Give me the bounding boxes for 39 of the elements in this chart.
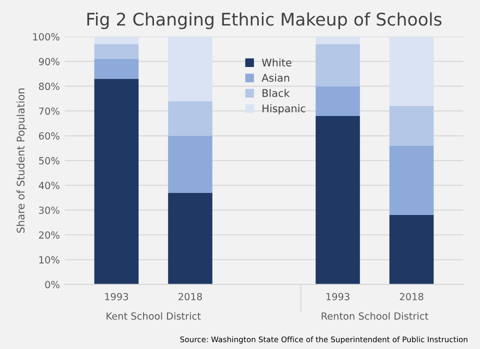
bar [94,78,139,284]
bar [168,192,212,284]
text: Renton School District [322,312,428,320]
y-tick-label: 70% [39,107,60,115]
x-tick-label: 2018 [178,292,202,300]
bar [94,44,139,59]
y-tick-label: 10% [39,256,60,264]
bar [316,44,360,86]
y-tick-label: 0% [45,280,60,288]
y-tick-label: 60% [39,132,60,140]
y-tick-label: 100% [33,33,60,40]
legend-label: Hispanic [262,104,306,114]
bar [168,36,212,102]
bar [94,36,139,44]
bar [168,136,212,193]
legend-label: Black [262,88,290,98]
y-tick-label: 80% [38,82,60,90]
y-tick-label: 50% [39,157,60,164]
bar [389,146,434,216]
y-tick-label: 30% [39,206,60,214]
bar [316,116,360,284]
y-axis-title: Share of Student Population [16,88,27,233]
bar [316,86,360,116]
bar [94,58,139,79]
legend-label: Asian [262,74,290,82]
y-tick-label: 20% [39,231,60,239]
y-tick-label: 40% [38,182,60,190]
bar [316,36,360,44]
chart-title: Fig 2 Changing Ethnic Makeup of Schools [87,12,442,30]
y-tick-label: 90% [38,58,60,66]
text: Kent School District [106,312,201,320]
bar [389,215,434,284]
x-tick-label: 2018 [400,292,424,300]
legend-label: White [262,58,292,66]
x-tick-label: 1993 [326,292,350,300]
x-tick-label: 1993 [105,292,128,300]
bar [389,36,434,106]
bar [389,106,434,146]
bar [168,101,212,136]
